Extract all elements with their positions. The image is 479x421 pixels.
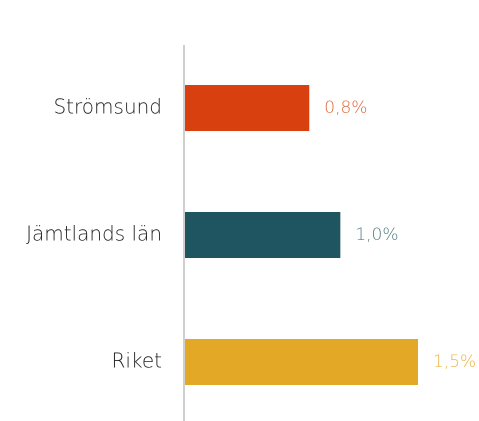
category-label: Riket — [112, 349, 162, 373]
bar — [185, 212, 341, 258]
value-label: 1,0% — [355, 225, 398, 245]
bar — [185, 339, 418, 385]
value-label: 1,5% — [433, 352, 476, 372]
value-label: 0,8% — [324, 98, 367, 118]
category-label: Strömsund — [53, 95, 162, 119]
category-label: Jämtlands län — [26, 222, 162, 246]
bar — [185, 85, 310, 131]
